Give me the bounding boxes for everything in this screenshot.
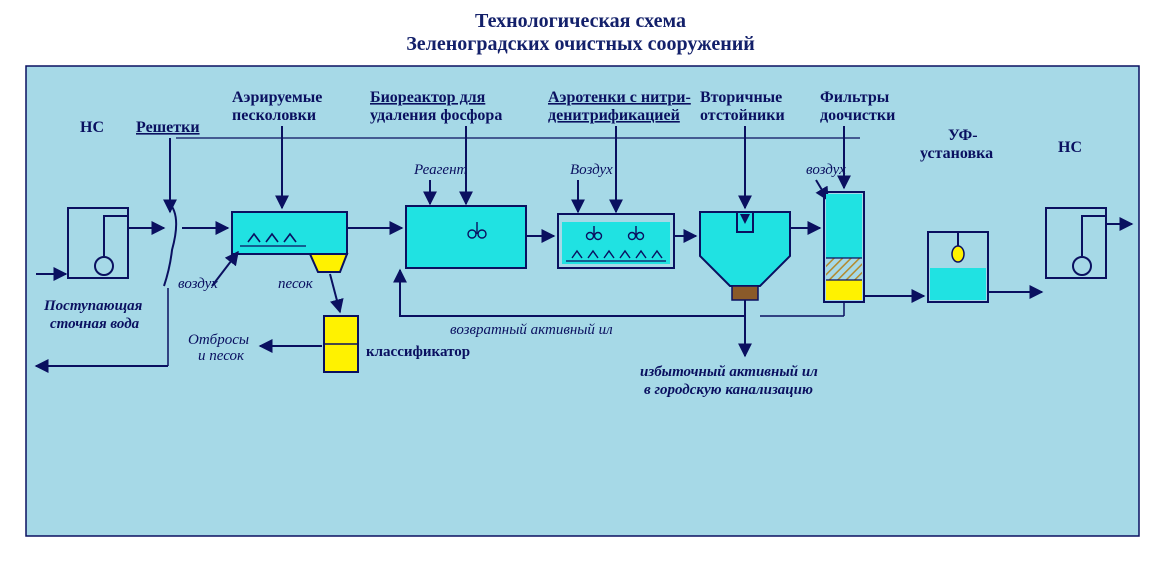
unit-filter	[824, 192, 864, 302]
label-settlers-1: Вторичные	[700, 89, 782, 106]
unit-aerotank	[558, 214, 674, 268]
label-otbrosy-2: и песок	[198, 348, 245, 364]
label-settlers-2: отстойники	[700, 107, 785, 124]
label-return-sludge: возвратный активный ил	[450, 322, 613, 338]
label-aerotanks-2: денитрификацией	[548, 107, 680, 124]
label-filters-1: Фильтры	[820, 89, 890, 106]
unit-bioreactor	[406, 206, 526, 268]
label-peskolovki-1: Аэрируемые	[232, 89, 322, 106]
label-peskolovki-2: песколовки	[232, 107, 316, 124]
label-uv-2: установка	[920, 145, 993, 162]
title-line-2: Зеленоградских очистных сооружений	[0, 33, 1161, 56]
label-classifier: классификатор	[366, 344, 470, 360]
label-air-sandtrap: воздух	[178, 276, 218, 292]
label-reshetki: Решетки	[136, 119, 200, 136]
label-otbrosy-1: Отбросы	[188, 332, 249, 348]
label-uv-1: УФ-	[948, 127, 978, 144]
label-incoming-1: Поступающая	[43, 298, 143, 314]
title-line-1: Технологическая схема	[0, 10, 1161, 33]
label-filters-2: доочистки	[820, 107, 895, 124]
label-air-aerotank: Воздух	[570, 162, 613, 178]
label-reagent: Реагент	[413, 162, 468, 178]
label-sand: песок	[278, 276, 314, 292]
label-bioreactor-1: Биореактор для	[370, 89, 486, 106]
label-aerotanks-1: Аэротенки с нитри-	[548, 89, 691, 106]
label-excess-2: в городскую канализацию	[644, 382, 813, 398]
label-hc-right: НС	[1058, 139, 1082, 156]
label-hc-left: НС	[80, 119, 104, 136]
label-bioreactor-2: удаления фосфора	[370, 107, 502, 124]
label-incoming-2: сточная вода	[50, 316, 140, 332]
unit-classifier	[324, 316, 358, 372]
label-air-filter: воздух	[806, 162, 846, 178]
process-diagram: НС Решетки Аэрируемые песколовки Биореак…	[0, 56, 1161, 576]
label-excess-1: избыточный активный ил	[640, 364, 818, 380]
